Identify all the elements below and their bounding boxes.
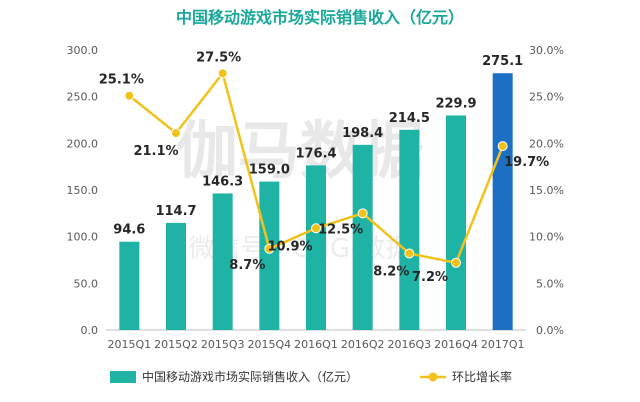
x-tick-label: 2016Q1 <box>294 338 338 351</box>
y-right-tick-label: 20.0% <box>529 137 564 150</box>
line-series <box>124 68 508 268</box>
x-tick-label: 2015Q1 <box>108 338 152 351</box>
bar-series <box>119 73 513 331</box>
bar <box>352 144 373 330</box>
bar <box>259 181 280 330</box>
line-point <box>124 90 135 101</box>
line-value-label: 8.7% <box>229 258 265 273</box>
bar <box>306 165 326 330</box>
legend-label-bar: 中国移动游戏市场实际销售收入（亿元） <box>142 369 358 384</box>
line-value-label: 8.2% <box>373 264 409 279</box>
data-labels: 94.6 114.7 146.3 159.0 176.4 198.4 214.5 229.9 2… <box>99 50 549 284</box>
x-tick-label: 2016Q2 <box>341 338 385 351</box>
bar-value-label: 275.1 <box>482 54 523 69</box>
line-value-label: 21.1% <box>133 144 178 159</box>
y-left-tick-label: 0.0 <box>81 324 99 337</box>
x-tick-label: 2016Q4 <box>434 338 478 351</box>
bar-value-label: 146.3 <box>202 174 243 189</box>
line-value-label: 19.7% <box>504 155 549 170</box>
bar-value-label: 198.4 <box>342 126 383 141</box>
y-right-tick-label: 15.0% <box>529 184 564 197</box>
axes: 0.0 50.0 100.0 150.0 200.0 250.0 300.0 0.0% 5.0%… <box>67 44 565 351</box>
y-right-tick-label: 30.0% <box>529 44 564 57</box>
line-point <box>451 257 461 268</box>
y-left-tick-label: 200.0 <box>67 137 99 150</box>
bar-value-label: 214.5 <box>389 111 430 126</box>
y-left-tick-label: 100.0 <box>67 231 99 244</box>
y-right-tick-label: 10.0% <box>529 231 564 244</box>
bar-value-label: 94.6 <box>113 223 145 238</box>
bar-value-label: 229.9 <box>435 96 476 111</box>
bar <box>212 193 233 330</box>
line-point <box>357 208 368 219</box>
legend: 中国移动游戏市场实际销售收入（亿元） 环比增长率 <box>110 369 512 384</box>
y-right-tick-label: 0.0% <box>536 324 564 337</box>
line-point <box>264 243 275 254</box>
line-value-label: 12.5% <box>318 222 363 237</box>
line-value-label: 7.2% <box>412 270 448 285</box>
bar-value-label: 114.7 <box>155 204 196 219</box>
bar <box>446 115 466 330</box>
line-point <box>311 223 321 234</box>
y-right-tick-label: 5.0% <box>536 277 564 290</box>
x-tick-label: 2015Q2 <box>154 338 198 351</box>
chart-title: 中国移动游戏市场实际销售收入（亿元） <box>176 8 464 27</box>
bar <box>492 73 513 331</box>
y-left-tick-label: 50.0 <box>74 277 99 290</box>
y-right-tick-label: 25.0% <box>529 91 564 104</box>
x-tick-label: 2015Q3 <box>201 338 245 351</box>
bar <box>399 129 420 330</box>
line-point <box>497 141 508 152</box>
bar <box>166 222 186 330</box>
x-tick-label: 2017Q1 <box>481 338 525 351</box>
legend-swatch-bar <box>110 371 136 383</box>
y-left-tick-label: 250.0 <box>67 91 99 104</box>
x-tick-label: 2016Q3 <box>388 338 432 351</box>
bar <box>119 241 140 330</box>
y-left-tick-label: 150.0 <box>67 184 99 197</box>
line-value-label: 10.9% <box>267 239 312 254</box>
x-tick-label: 2015Q4 <box>248 338 292 351</box>
bar-value-label: 159.0 <box>249 163 290 178</box>
line-value-label: 27.5% <box>196 50 241 65</box>
legend-label-line: 环比增长率 <box>452 369 512 384</box>
line-value-label: 25.1% <box>99 73 144 88</box>
line-point <box>404 248 415 259</box>
y-left-tick-label: 300.0 <box>67 44 99 57</box>
watermark-text: 伽马数据 <box>176 114 424 187</box>
bar-value-label: 176.4 <box>295 146 336 161</box>
legend-marker-line <box>428 372 438 382</box>
line-point <box>217 68 228 79</box>
line-point <box>171 128 181 139</box>
